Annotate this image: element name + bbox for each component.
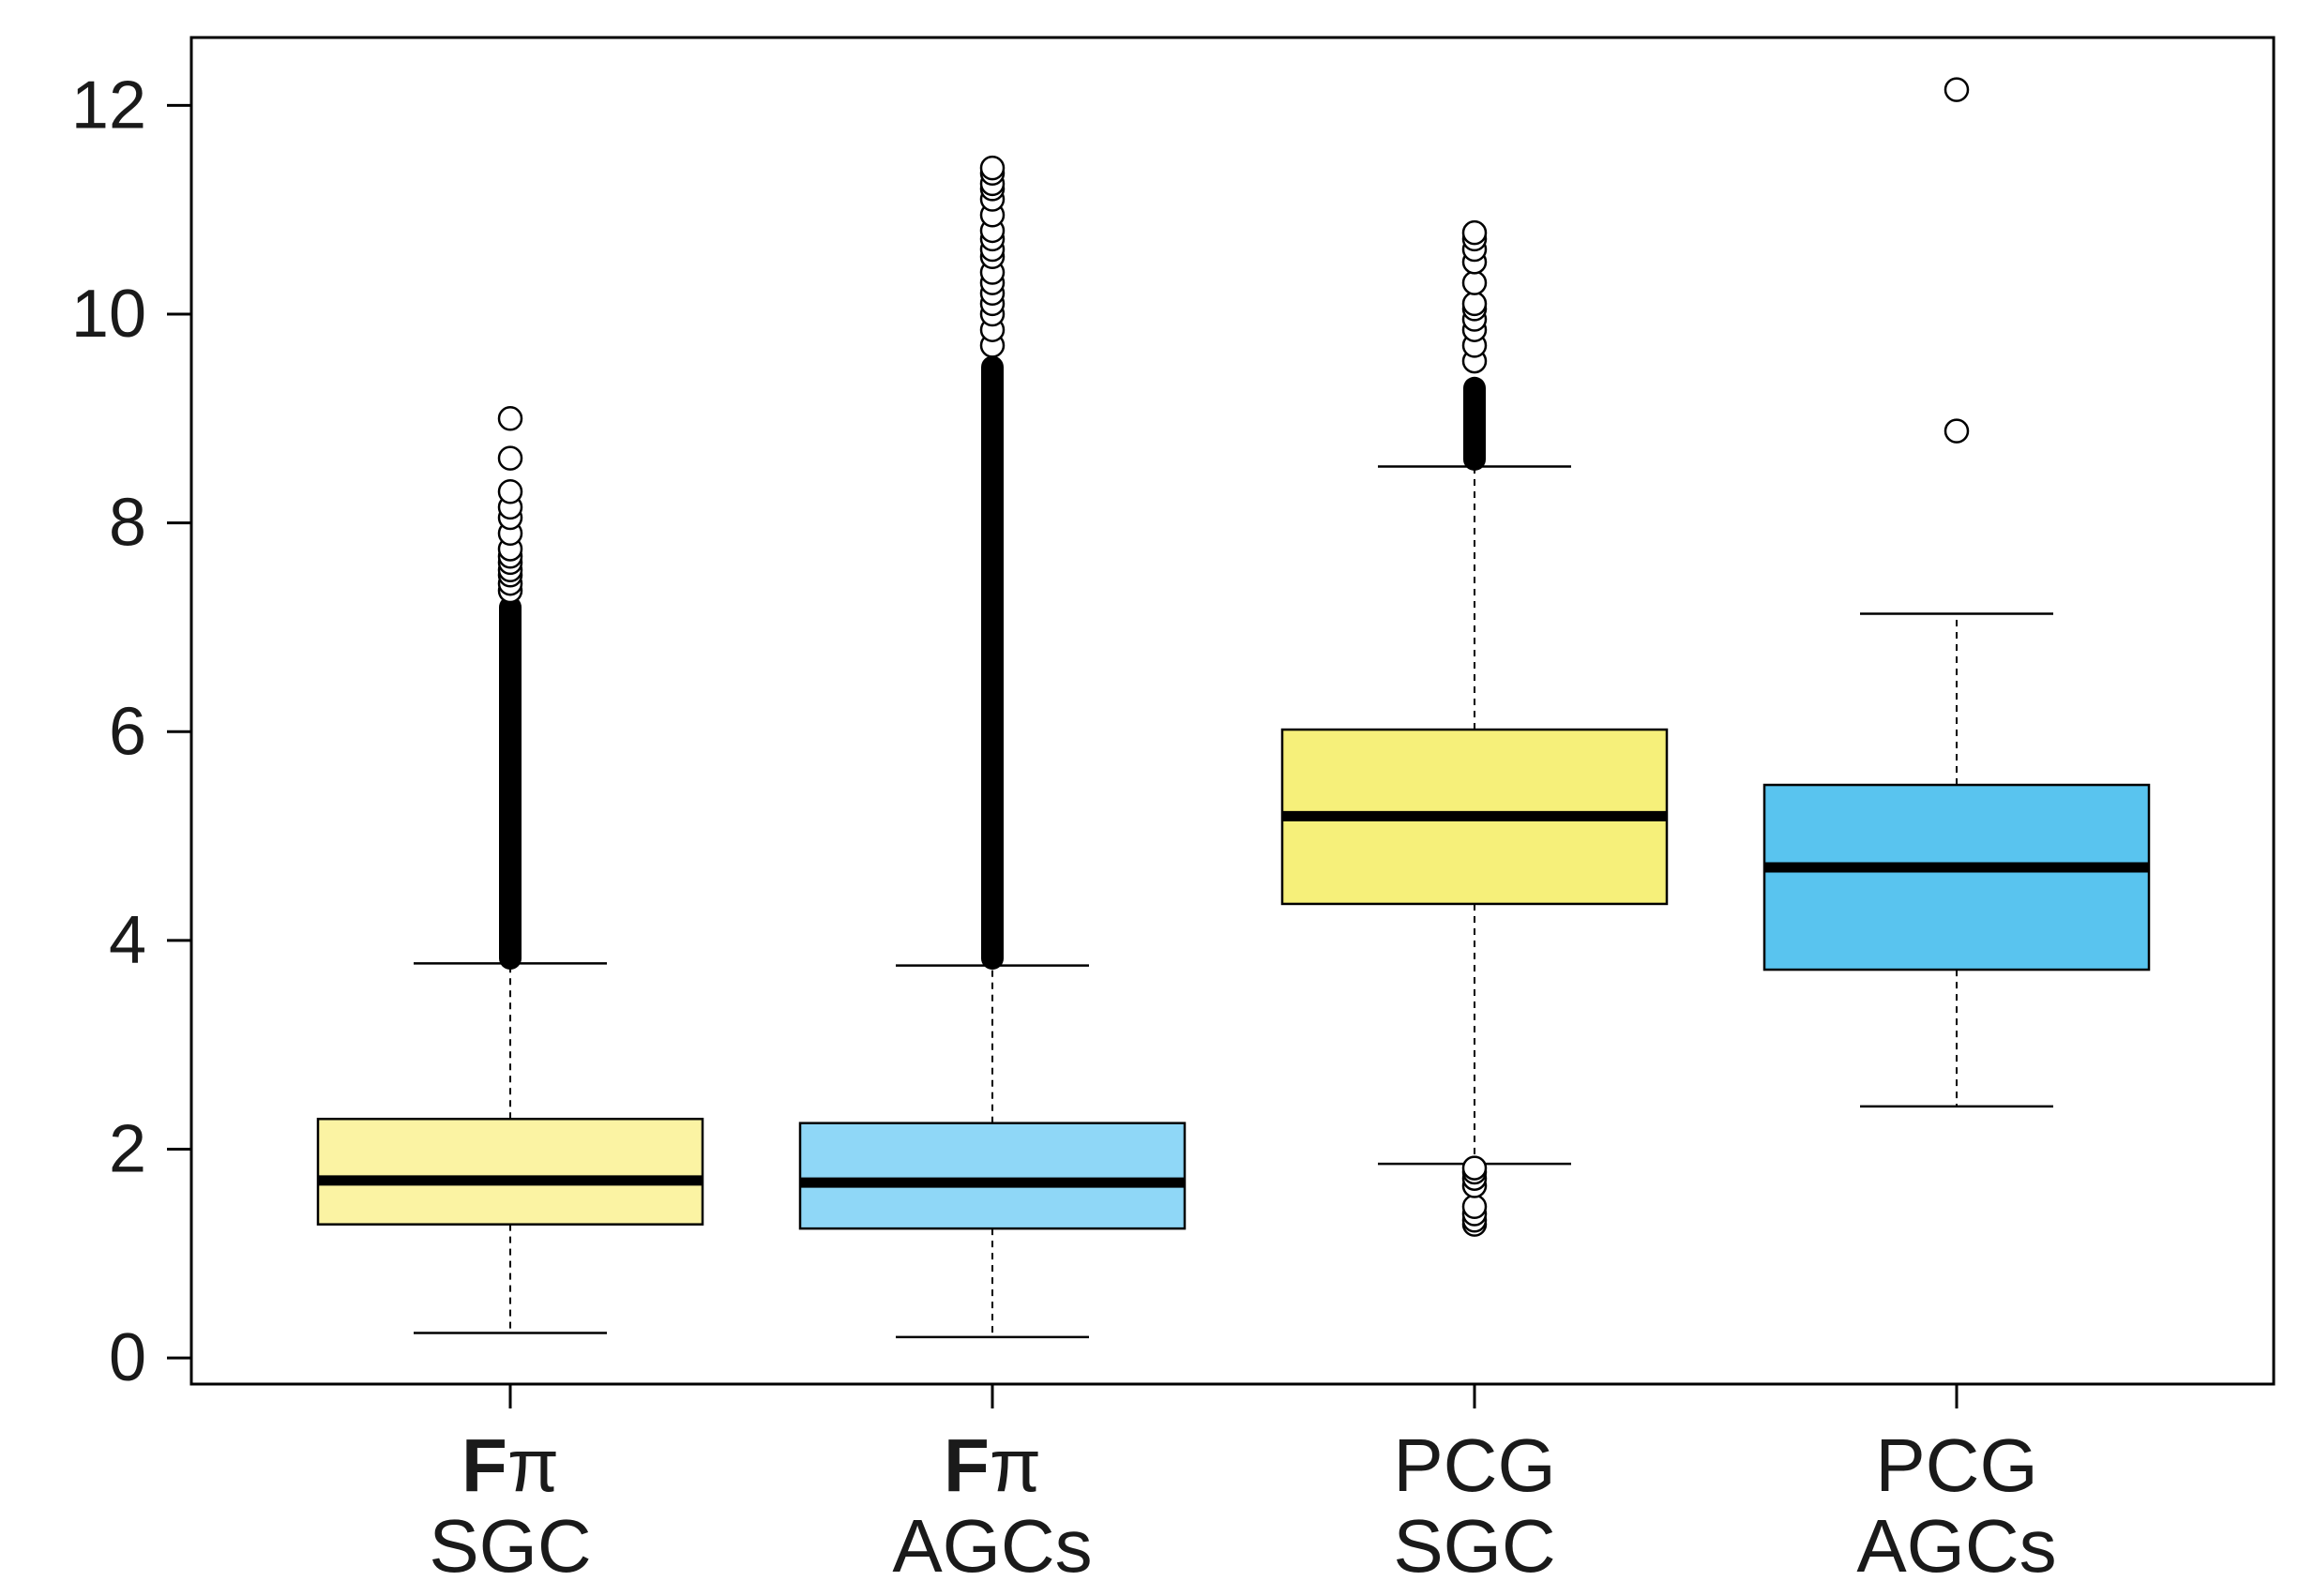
outlier-point [1944,418,1970,444]
x-tick-label-line1: PCG [1875,1423,2037,1507]
y-tick-label: 4 [109,903,146,978]
y-tick-label: 6 [109,694,146,769]
y-tick-label: 2 [109,1112,146,1187]
y-tick-label: 0 [109,1320,146,1395]
x-tick-label-bold: F [944,1423,990,1507]
y-tick-label: 8 [109,486,146,561]
x-tick-label-line2: SGC [429,1504,591,1588]
outlier-point [1461,219,1488,246]
plot-frame [189,36,2276,1386]
x-tick-label-line1: Fπ [944,1423,1041,1507]
outlier-point [497,478,523,504]
box-group [798,155,1187,1339]
outlier-point [1944,77,1970,102]
y-tick-label: 10 [71,277,146,352]
outlier-band [981,355,1004,971]
x-tick-label-rest: π [507,1423,559,1507]
outlier-point [1461,1155,1488,1181]
outlier-band [499,595,522,971]
iqr-box [1762,783,2151,971]
iqr-box [798,1122,1187,1230]
x-tick-label-line2: SGC [1393,1504,1555,1588]
outlier-point [497,445,523,471]
box-group [1280,219,1669,1237]
x-tick-label-line1: Fπ [461,1423,559,1507]
x-tick-label-rest: PCG [1393,1423,1555,1507]
y-tick-label: 12 [71,68,146,143]
outlier-point [1461,1194,1488,1220]
box-group [1762,77,2151,1108]
outlier-band [1463,376,1486,471]
outlier-point [1461,291,1488,317]
outlier-point [1461,270,1488,295]
x-tick-label-bold: F [461,1423,507,1507]
x-tick-label-line2: AGCs [892,1504,1092,1588]
x-tick-label-line2: AGCs [1856,1504,2056,1588]
x-tick-label-line1: PCG [1393,1423,1555,1507]
boxes [316,77,2151,1339]
x-tick-label-rest: PCG [1875,1423,2037,1507]
iqr-box [316,1118,704,1226]
box-group [316,406,704,1334]
x-tick-label-rest: π [990,1423,1041,1507]
outlier-point [979,155,1006,181]
y-axis: 0 2 4 6 8 10 12 [71,68,191,1395]
outlier-point [497,406,523,431]
